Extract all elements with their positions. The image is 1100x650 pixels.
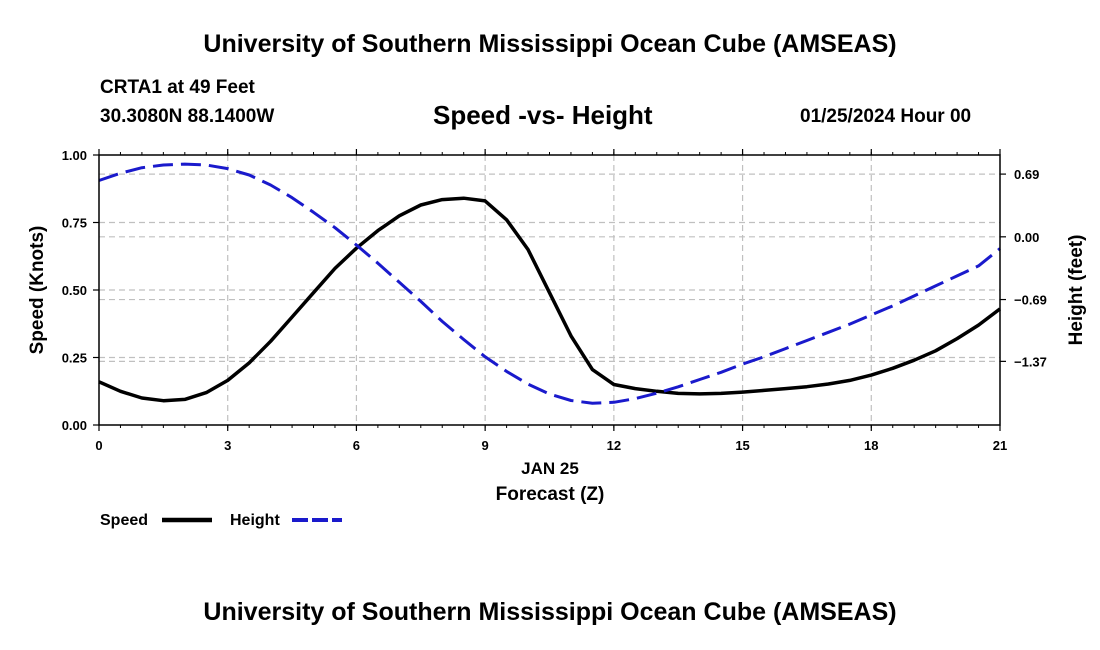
main-title: University of Southern Mississippi Ocean… — [203, 30, 897, 58]
y-tick-label: 0.75 — [62, 216, 87, 231]
footer-title: University of Southern Mississippi Ocean… — [203, 598, 897, 626]
y2-tick-label: 0.69 — [1014, 167, 1039, 182]
axis-labels: 0 3 6 9 12 15 18 21 0.00 0.25 0.50 0.75 1.00 0.69 0.00… — [62, 148, 1047, 453]
x-axis-date: JAN 25 — [521, 459, 579, 478]
y-tick-label: 0.25 — [62, 351, 87, 366]
axis-ticks — [93, 149, 1006, 431]
forecast-datetime: 01/25/2024 Hour 00 — [800, 106, 972, 127]
station-coordinates: 30.3080N 88.1400W — [100, 106, 275, 127]
x-tick-label: 0 — [95, 438, 102, 453]
x-tick-label: 3 — [224, 438, 231, 453]
y-axis-title: Speed (Knots) — [27, 226, 48, 355]
x-tick-label: 15 — [735, 438, 749, 453]
x-tick-label: 21 — [993, 438, 1007, 453]
x-tick-label: 18 — [864, 438, 878, 453]
legend-height-label: Height — [230, 512, 280, 529]
y2-tick-label: −0.69 — [1014, 293, 1047, 308]
series-line-height — [98, 162, 1001, 405]
y2-tick-label: 0.00 — [1014, 230, 1039, 245]
x-tick-label: 12 — [607, 438, 621, 453]
y2-axis-title: Height (feet) — [1066, 235, 1087, 346]
x-axis-title: Forecast (Z) — [496, 484, 605, 505]
y2-tick-label: −1.37 — [1014, 354, 1047, 369]
series-layer — [98, 162, 1002, 405]
legend-speed-label: Speed — [100, 512, 148, 529]
legend: Speed Height — [100, 512, 342, 529]
y-tick-label: 1.00 — [62, 148, 87, 163]
x-tick-label: 6 — [353, 438, 360, 453]
series-line-speed — [98, 196, 1002, 403]
y-tick-label: 0.50 — [62, 283, 87, 298]
station-label: CRTA1 at 49 Feet — [100, 77, 255, 98]
y-tick-label: 0.00 — [62, 418, 87, 433]
x-tick-label: 9 — [482, 438, 489, 453]
chart-subtitle: Speed -vs- Height — [433, 100, 653, 130]
